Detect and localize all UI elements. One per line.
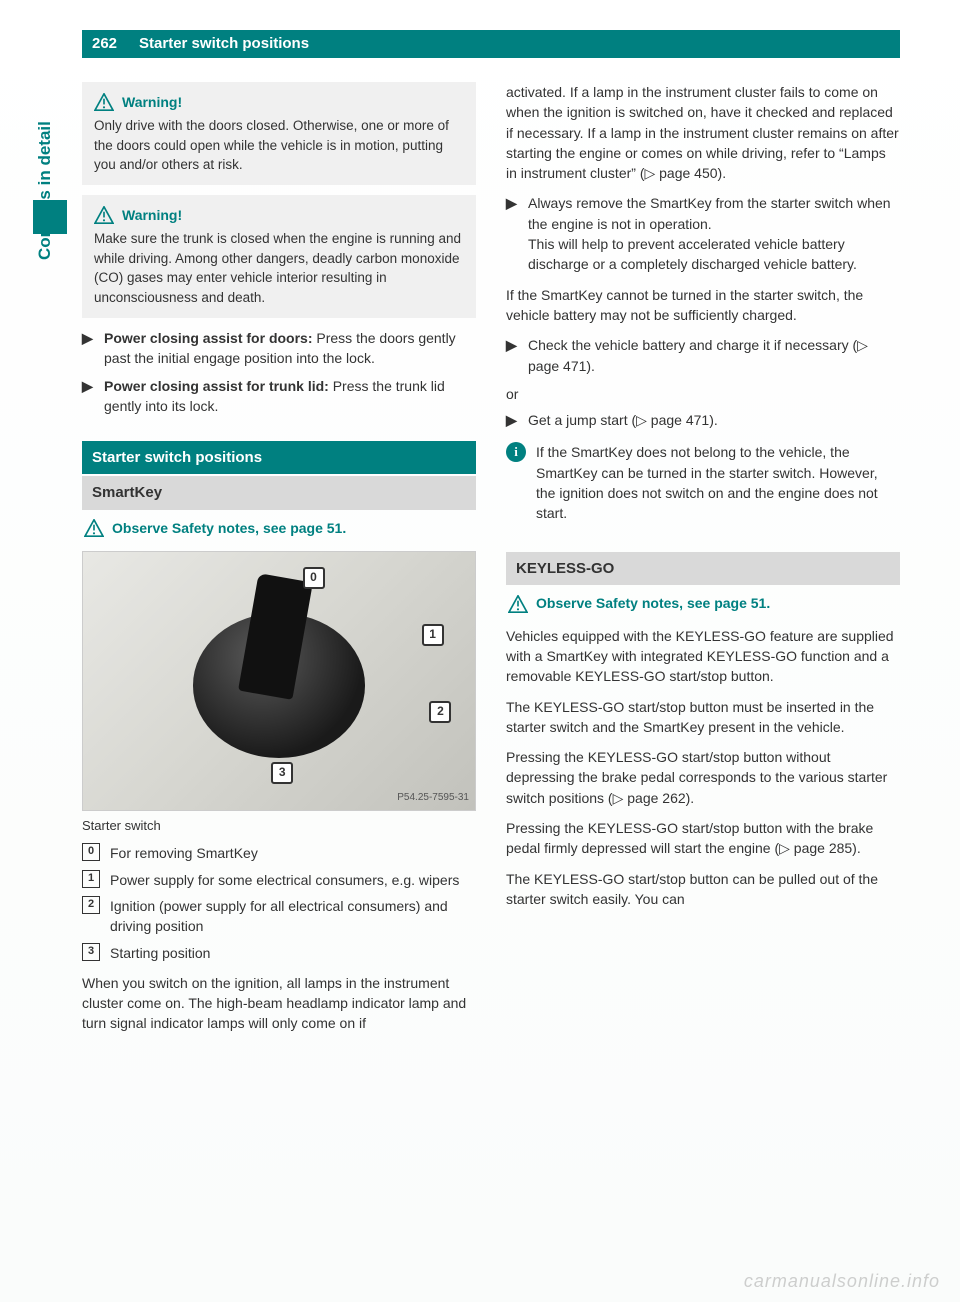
legend-number: 2 — [82, 896, 100, 914]
legend-row: 3 Starting position — [82, 943, 476, 963]
figure-code: P54.25-7595-31 — [397, 791, 469, 806]
bullet-text: Check the vehicle battery and charge it … — [528, 335, 900, 376]
page-number: 262 — [82, 30, 127, 58]
safety-note: Observe Safety notes, see page 51. — [82, 510, 476, 546]
paragraph: When you switch on the ignition, all lam… — [82, 973, 476, 1034]
paragraph: Pressing the KEYLESS-GO start/stop butto… — [506, 747, 900, 808]
paragraph: Vehicles equipped with the KEYLESS-GO fe… — [506, 626, 900, 687]
warning-body: Only drive with the doors closed. Otherw… — [94, 116, 464, 175]
warning-box-1: Warning! Only drive with the doors close… — [82, 82, 476, 185]
legend-text: Starting position — [110, 943, 210, 963]
bullet-text: Power closing assist for trunk lid: Pres… — [104, 376, 476, 417]
content-columns: Warning! Only drive with the doors close… — [82, 82, 900, 1034]
paragraph: The KEYLESS-GO start/stop button can be … — [506, 869, 900, 910]
section-heading-2: KEYLESS-GO — [506, 552, 900, 586]
figure-label-2: 2 — [429, 701, 451, 723]
bullet-item: ▶ Power closing assist for trunk lid: Pr… — [82, 376, 476, 417]
bullet-text: Always remove the SmartKey from the star… — [528, 193, 900, 274]
warning-label: Warning! — [122, 205, 182, 225]
safety-note-text: Observe Safety notes, see page 51. — [536, 593, 770, 613]
warning-label: Warning! — [122, 92, 182, 112]
legend-text: For removing SmartKey — [110, 843, 258, 863]
figure-caption: Starter switch — [82, 817, 476, 836]
legend-row: 2 Ignition (power supply for all electri… — [82, 896, 476, 937]
bullet-text: Get a jump start (▷ page 471). — [528, 410, 718, 430]
left-column: Warning! Only drive with the doors close… — [82, 82, 476, 1034]
triangle-icon: ▶ — [506, 410, 520, 430]
warning-head: Warning! — [94, 92, 464, 112]
side-tab-label: Controls in detail — [33, 121, 58, 260]
section-heading-1: Starter switch positions — [82, 441, 476, 475]
figure-label-1: 1 — [422, 624, 444, 646]
info-text: If the SmartKey does not belong to the v… — [536, 442, 900, 523]
warning-body: Make sure the trunk is closed when the e… — [94, 229, 464, 307]
legend-text: Ignition (power supply for all electrica… — [110, 896, 476, 937]
warning-head: Warning! — [94, 205, 464, 225]
page: Controls in detail 262 Starter switch po… — [0, 0, 960, 1302]
bullet-item: ▶ Power closing assist for doors: Press … — [82, 328, 476, 369]
legend-number: 0 — [82, 843, 100, 861]
figure-label-0: 0 — [303, 567, 325, 589]
paragraph: If the SmartKey cannot be turned in the … — [506, 285, 900, 326]
legend-number: 3 — [82, 943, 100, 961]
legend-text: Power supply for some electrical consume… — [110, 870, 459, 890]
warning-icon — [84, 519, 104, 537]
bullet-item: ▶ Check the vehicle battery and charge i… — [506, 335, 900, 376]
paragraph: Pressing the KEYLESS-GO start/stop butto… — [506, 818, 900, 859]
triangle-icon: ▶ — [506, 193, 520, 274]
warning-box-2: Warning! Make sure the trunk is closed w… — [82, 195, 476, 318]
triangle-icon: ▶ — [82, 328, 96, 369]
safety-note-text: Observe Safety notes, see page 51. — [112, 518, 346, 538]
warning-icon — [94, 206, 114, 224]
section-heading-2: SmartKey — [82, 476, 476, 510]
triangle-icon: ▶ — [506, 335, 520, 376]
starter-switch-figure: 0 1 2 3 P54.25-7595-31 — [82, 551, 476, 811]
safety-note: Observe Safety notes, see page 51. — [506, 585, 900, 621]
right-column: activated. If a lamp in the instrument c… — [506, 82, 900, 1034]
triangle-icon: ▶ — [82, 376, 96, 417]
figure-legend: 0 For removing SmartKey 1 Power supply f… — [82, 843, 476, 962]
or-text: or — [506, 384, 900, 404]
paragraph: The KEYLESS-GO start/stop button must be… — [506, 697, 900, 738]
page-header: 262 Starter switch positions — [82, 30, 900, 58]
bullet-item: ▶ Always remove the SmartKey from the st… — [506, 193, 900, 274]
page-title: Starter switch positions — [127, 30, 900, 58]
info-note: i If the SmartKey does not belong to the… — [506, 442, 900, 523]
legend-row: 1 Power supply for some electrical consu… — [82, 870, 476, 890]
legend-row: 0 For removing SmartKey — [82, 843, 476, 863]
info-icon: i — [506, 442, 526, 462]
bullet-text: Power closing assist for doors: Press th… — [104, 328, 476, 369]
bullet-item: ▶ Get a jump start (▷ page 471). — [506, 410, 900, 430]
warning-icon — [94, 93, 114, 111]
legend-number: 1 — [82, 870, 100, 888]
watermark: carmanualsonline.info — [744, 1268, 940, 1294]
warning-icon — [508, 595, 528, 613]
figure-label-3: 3 — [271, 762, 293, 784]
paragraph: activated. If a lamp in the instrument c… — [506, 82, 900, 183]
bullet-list: ▶ Power closing assist for doors: Press … — [82, 328, 476, 417]
